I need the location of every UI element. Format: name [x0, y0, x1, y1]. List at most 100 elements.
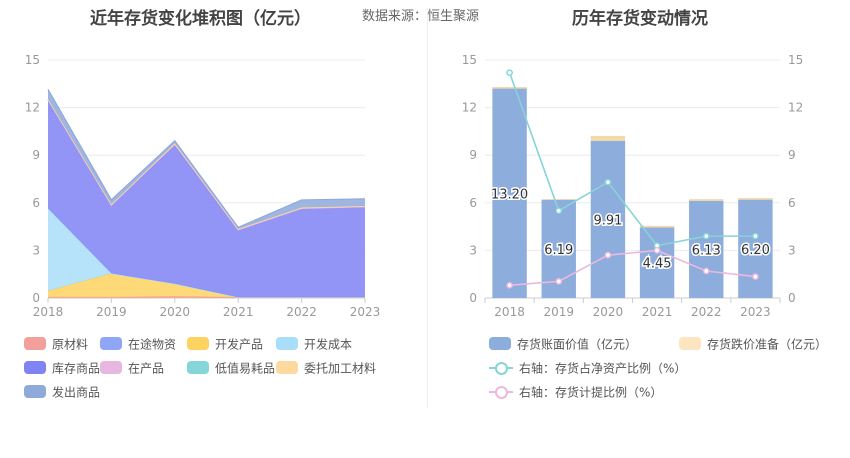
bar-book-value [639, 227, 675, 298]
area-开发产品 [48, 273, 365, 298]
line-point [752, 273, 759, 280]
x-tick-label: 2022 [286, 305, 317, 319]
legend-swatch [100, 337, 122, 350]
legend-item[interactable]: 发出商品 [24, 384, 100, 400]
legend-item[interactable]: 开发成本 [276, 336, 352, 352]
legend-swatch [24, 361, 46, 374]
y2-tick-label: 0 [788, 291, 796, 305]
legend-item[interactable]: 低值易耗品 [187, 360, 275, 376]
line-point [702, 267, 710, 275]
y-tick-label: 6 [469, 196, 477, 210]
x-tick-label: 2023 [740, 305, 771, 319]
line-point [653, 247, 661, 254]
legend-item[interactable]: 右轴：存货占净资产比例（%） [489, 360, 686, 376]
legend-swatch [24, 385, 46, 398]
legend-label: 在途物资 [128, 337, 177, 352]
legend-label: 开发产品 [215, 337, 264, 352]
x-tick-label: 2020 [593, 305, 624, 319]
bar-value-label: 6.13 [692, 243, 721, 258]
y-tick-label: 3 [469, 243, 477, 257]
bar-provision [689, 199, 724, 201]
legend-item[interactable]: 右轴：存货计提比例（%） [489, 384, 662, 400]
bar-book-value [689, 200, 724, 298]
legend-swatch [187, 337, 209, 350]
y-tick-label: 0 [32, 291, 40, 305]
y-tick-label: 3 [32, 243, 40, 257]
legend-label: 右轴：存货占净资产比例（%） [519, 361, 687, 376]
area-line-开发成本 [47, 207, 365, 298]
y-tick-label: 9 [32, 148, 40, 162]
legend-label: 库存商品 [52, 361, 101, 376]
bar-provision [738, 198, 773, 200]
legend-swatch [187, 361, 209, 374]
bar-value-label: 13.20 [491, 187, 528, 202]
left-chart-title: 近年存货变化堆积图（亿元） [90, 9, 311, 29]
y2-tick-label: 15 [788, 53, 803, 67]
bar-book-value [492, 88, 527, 298]
area-line-发出商品 [47, 89, 366, 229]
legend-item[interactable]: 委托加工材料 [276, 360, 376, 376]
y-tick-label: 0 [469, 291, 477, 305]
y-tick-label: 15 [25, 53, 40, 67]
x-tick-label: 2020 [160, 305, 191, 319]
legend-item[interactable]: 存货跌价准备（亿元） [679, 336, 827, 352]
bar-value-label: 6.19 [544, 243, 573, 258]
right-bar-chart: 0 3 6 9 12 15 0 3 6 9 12 15 2018 2019 2020 2021 2022 2023… [462, 53, 804, 319]
line-point [752, 232, 759, 240]
legend-item[interactable]: 库存商品 [24, 360, 100, 376]
chart-divider [427, 8, 428, 408]
line-右轴：存货计提比例（%） [509, 249, 756, 287]
bar-book-value [590, 140, 626, 298]
x-tick-label: 2021 [642, 305, 673, 319]
line-point [506, 281, 513, 289]
legend-label: 右轴：存货计提比例（%） [519, 385, 663, 400]
legend-label: 存货账面价值（亿元） [517, 337, 638, 352]
x-tick-label: 2019 [543, 305, 574, 319]
data-source-label: 数据来源：恒生聚源 [362, 9, 480, 24]
x-tick-label: 2018 [494, 305, 525, 319]
bar-book-value [738, 199, 773, 298]
y-tick-label: 6 [32, 196, 40, 210]
line-右轴：存货占净资产比例（%） [508, 72, 756, 247]
line-point [604, 178, 612, 186]
line-point [555, 277, 563, 285]
line-point [506, 69, 513, 77]
y-tick-label: 12 [462, 101, 477, 115]
legend-item[interactable]: 在途物资 [100, 336, 176, 352]
line-point [555, 207, 563, 215]
legend-swatch [100, 361, 122, 374]
legend-label: 开发成本 [304, 337, 353, 352]
bar-provision [492, 86, 527, 89]
legend-label: 在产品 [128, 361, 165, 376]
y2-tick-label: 12 [788, 101, 803, 115]
line-point [604, 251, 612, 259]
y2-tick-label: 6 [788, 196, 796, 210]
legend-label: 低值易耗品 [215, 361, 276, 376]
legend-swatch [489, 385, 513, 399]
y2-tick-label: 3 [788, 243, 796, 257]
y-tick-label: 15 [462, 53, 477, 67]
bar-provision [639, 225, 675, 228]
legend-label: 发出商品 [52, 385, 101, 400]
line-point [702, 232, 710, 240]
legend-item[interactable]: 开发产品 [187, 336, 263, 352]
x-tick-label: 2018 [33, 305, 64, 319]
y2-tick-label: 9 [788, 148, 796, 162]
y-tick-label: 9 [469, 148, 477, 162]
legend-label: 存货跌价准备（亿元） [707, 337, 828, 352]
y-tick-label: 12 [25, 101, 40, 115]
x-tick-label: 2021 [223, 305, 254, 319]
bar-provision [541, 198, 576, 200]
legend-item[interactable]: 存货账面价值（亿元） [489, 336, 637, 352]
legend-swatch [276, 361, 298, 374]
x-tick-label: 2019 [96, 305, 127, 319]
legend-swatch [489, 337, 511, 350]
legend-item[interactable]: 原材料 [24, 336, 88, 352]
x-tick-label: 2023 [350, 305, 381, 319]
legend-swatch [276, 337, 298, 350]
area-库存商品 [48, 99, 365, 298]
left-area-chart: 0 3 6 9 12 15 2018 2019 2020 2021 2022 2023 [25, 53, 381, 319]
legend-swatch [489, 361, 513, 375]
bar-value-label: 9.91 [593, 213, 622, 228]
legend-item[interactable]: 在产品 [100, 360, 164, 376]
